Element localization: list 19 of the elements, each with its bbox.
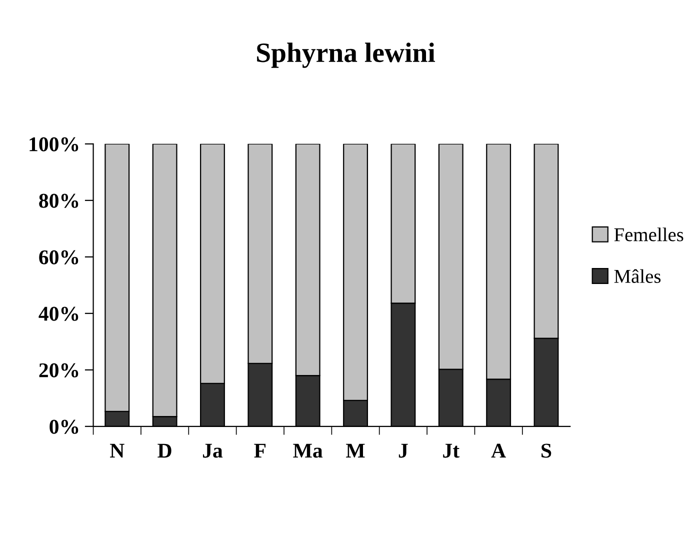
chart-title: Sphyrna lewini [257,42,436,68]
x-tick-label: Ma [293,444,323,458]
y-tick-label: 100% [30,137,78,152]
x-tick-label: N [110,444,124,458]
y-tick-label: 60% [39,250,78,264]
x-tick-label: S [542,444,552,458]
y-tick-label: 20% [39,363,78,378]
legend-label: Mâles [614,269,661,283]
x-tick-label: D [158,444,172,458]
x-tick-label: A [491,444,506,458]
y-tick-label: 0% [50,420,78,434]
x-tick-label: F [254,444,266,458]
x-tick-label: J [398,444,408,458]
legend-label: Femelles [614,228,684,242]
y-tick-label: 80% [39,194,78,208]
y-tick-label: 40% [38,306,78,321]
x-tick-label: Ja [202,444,223,458]
x-tick-label: M [346,444,365,458]
x-tick-label: Jt [443,444,460,458]
